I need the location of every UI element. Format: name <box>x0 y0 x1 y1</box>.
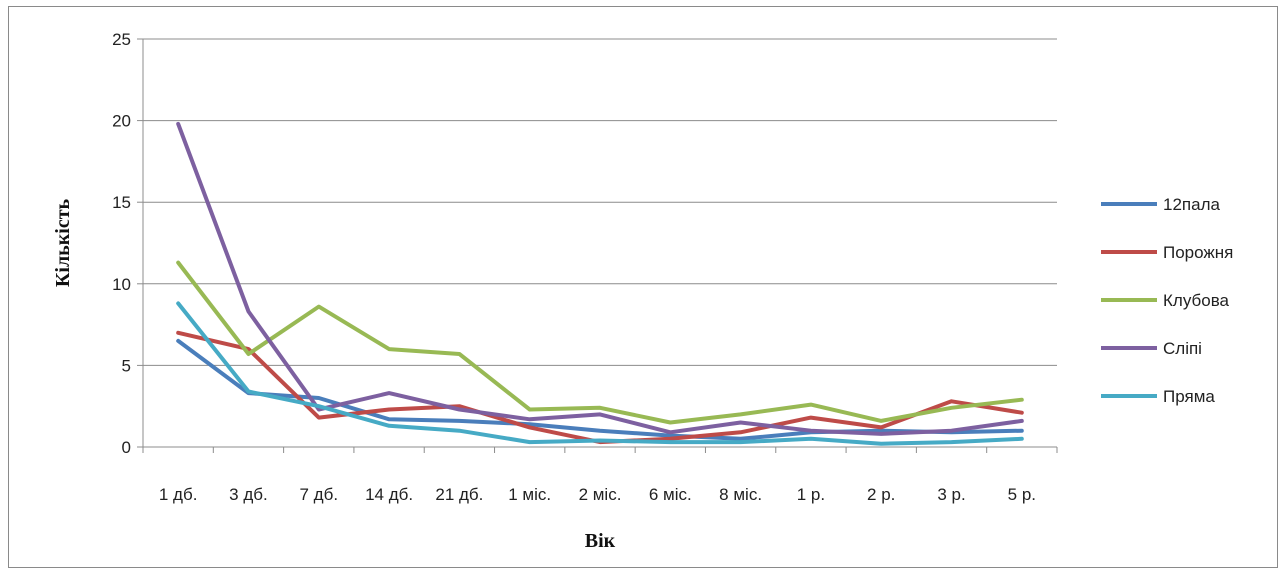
axes <box>137 38 1058 453</box>
x-tick-label: 2 міс. <box>579 485 622 504</box>
x-tick-label: 1 міс. <box>508 485 551 504</box>
legend-label: Порожня <box>1163 243 1233 262</box>
series-line-5 <box>176 301 1024 446</box>
x-axis-title: Вік <box>585 530 616 552</box>
series-line-3 <box>176 260 1024 425</box>
y-tick-label: 15 <box>112 193 131 212</box>
x-tick-label: 6 міс. <box>649 485 692 504</box>
x-tick-label: 3 р. <box>937 485 965 504</box>
y-tick-label: 0 <box>122 438 131 457</box>
x-tick-label: 3 дб. <box>229 485 268 504</box>
y-tick-label: 10 <box>112 275 131 294</box>
legend-label: Клубова <box>1163 291 1230 310</box>
series-line-4 <box>176 121 1024 436</box>
legend: 12пала Порожня Клубова Сліпі Пряма <box>1101 195 1233 406</box>
x-tick-label: 7 дб. <box>299 485 338 504</box>
y-tick-label: 5 <box>122 356 131 375</box>
legend-label: Сліпі <box>1163 339 1202 358</box>
x-tick-label: 14 дб. <box>365 485 413 504</box>
legend-label: Пряма <box>1163 387 1215 406</box>
x-tick-label: 8 міс. <box>719 485 762 504</box>
y-axis-title: Кількість <box>52 198 74 287</box>
tick-labels: 0 5 10 15 20 25 1 дб. 3 дб. 7 дб. 14 дб. 21 дб. 1 м… <box>112 30 1036 504</box>
x-tick-label: 1 дб. <box>159 485 198 504</box>
series-line-1 <box>176 338 1024 441</box>
y-tick-label: 25 <box>112 30 131 49</box>
y-tick-label: 20 <box>112 112 131 131</box>
gridlines <box>143 38 1057 366</box>
x-tick-label: 2 р. <box>867 485 895 504</box>
x-tick-label: 1 р. <box>797 485 825 504</box>
chart-frame: 0 5 10 15 20 25 1 дб. 3 дб. 7 дб. 14 дб. 21 дб. 1 м… <box>8 6 1278 568</box>
x-tick-label: 21 дб. <box>435 485 483 504</box>
x-tick-label: 5 р. <box>1008 485 1036 504</box>
line-chart: 0 5 10 15 20 25 1 дб. 3 дб. 7 дб. 14 дб. 21 дб. 1 м… <box>52 30 1233 552</box>
legend-label: 12пала <box>1163 195 1220 214</box>
series-lines <box>176 121 1024 446</box>
